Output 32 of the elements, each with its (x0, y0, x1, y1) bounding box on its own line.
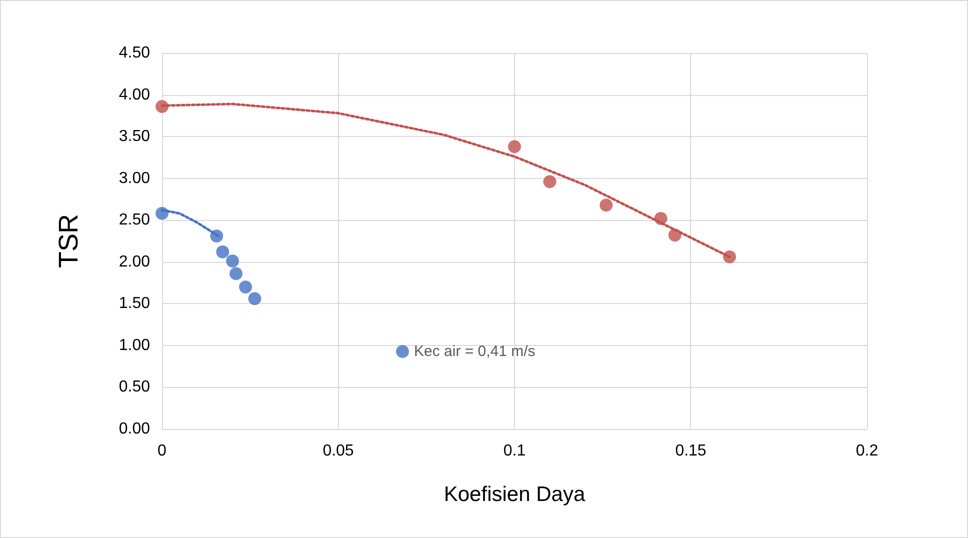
x-tick-label: 0.05 (322, 442, 354, 460)
point (508, 140, 521, 154)
y-tick-label: 2.50 (118, 212, 150, 229)
point (723, 250, 736, 264)
x-tick-label: 0 (158, 442, 167, 460)
y-tick-label: 0.50 (118, 378, 150, 396)
point (156, 100, 168, 113)
y-axis-title: TSR (54, 214, 84, 268)
point (654, 212, 668, 225)
point (226, 254, 239, 268)
x-tick-label: 0.1 (503, 442, 526, 460)
y-tick-label: 1.00 (118, 336, 150, 354)
point (210, 229, 224, 242)
x-tick-label: 0.15 (675, 442, 706, 460)
point (239, 280, 252, 294)
y-tick-label: 4.00 (118, 86, 150, 104)
point (248, 292, 262, 306)
y-tick-label: 1.50 (118, 295, 150, 312)
point (216, 245, 230, 258)
point (230, 267, 243, 280)
point (543, 175, 556, 188)
point (600, 198, 613, 212)
legend-label: Kec air = 0,41 m/s (414, 343, 536, 360)
y-tick-label: 2.00 (118, 253, 150, 270)
x-axis-title: Koefisien Daya (444, 483, 586, 506)
y-tick-label: 0.00 (118, 420, 150, 438)
x-tick-label: 0.2 (856, 442, 878, 460)
y-tick-label: 3.50 (118, 128, 150, 146)
y-tick-label: 3.00 (118, 170, 150, 187)
point (156, 206, 168, 220)
point (668, 228, 682, 242)
y-tick-label: 4.50 (118, 44, 150, 62)
